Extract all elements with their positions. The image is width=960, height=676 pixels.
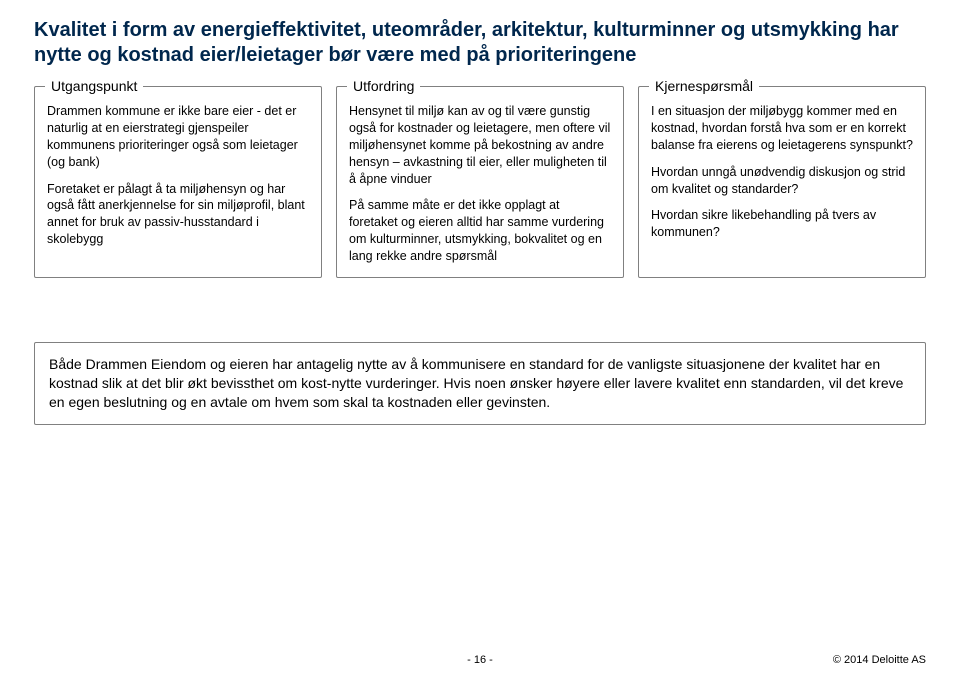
legend-utgangspunkt: Utgangspunkt: [45, 77, 143, 96]
col1-para1: På samme måte er det ikke opplagt at for…: [349, 197, 611, 265]
col-utgangspunkt: Utgangspunkt Drammen kommune er ikke bar…: [34, 86, 322, 278]
col2-para0: I en situasjon der miljøbygg kommer med …: [651, 103, 913, 154]
copyright: © 2014 Deloitte AS: [833, 654, 926, 666]
summary-box: Både Drammen Eiendom og eieren har antag…: [34, 342, 926, 425]
col1-para0: Hensynet til miljø kan av og til være gu…: [349, 103, 611, 187]
col0-para0: Drammen kommune er ikke bare eier - det …: [47, 103, 309, 171]
page-number: - 16 -: [467, 654, 493, 666]
footer: - 16 - © 2014 Deloitte AS: [0, 654, 960, 666]
col-utfordring: Utfordring Hensynet til miljø kan av og …: [336, 86, 624, 278]
page-title: Kvalitet i form av energieffektivitet, u…: [34, 18, 926, 68]
legend-utfordring: Utfordring: [347, 77, 420, 96]
col-kjernesporsmal: Kjernespørsmål I en situasjon der miljøb…: [638, 86, 926, 278]
col0-para1: Foretaket er pålagt å ta miljøhensyn og …: [47, 181, 309, 249]
col2-para2: Hvordan sikre likebehandling på tvers av…: [651, 207, 913, 241]
legend-kjernesporsmal: Kjernespørsmål: [649, 77, 759, 96]
col2-para1: Hvordan unngå unødvendig diskusjon og st…: [651, 164, 913, 198]
three-column-row: Utgangspunkt Drammen kommune er ikke bar…: [34, 86, 926, 278]
summary-text: Både Drammen Eiendom og eieren har antag…: [49, 355, 911, 412]
